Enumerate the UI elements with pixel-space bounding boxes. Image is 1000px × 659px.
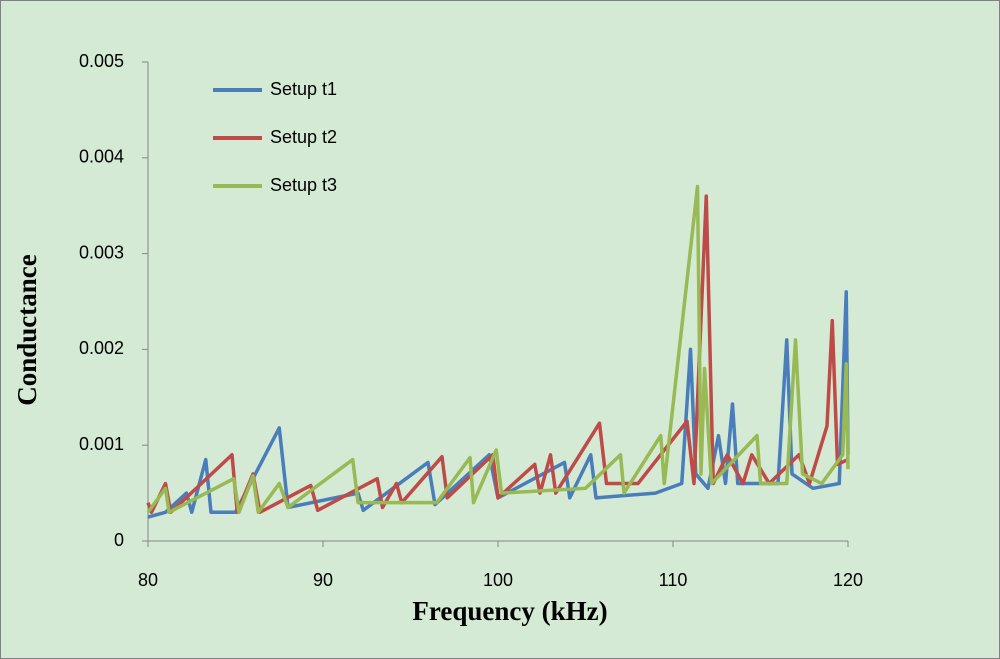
y-tick-label: 0.004 — [79, 147, 124, 167]
legend-label: Setup t1 — [270, 79, 337, 99]
x-tick-label: 100 — [483, 570, 513, 590]
y-tick-label: 0.005 — [79, 51, 124, 71]
y-tick-label: 0.002 — [79, 338, 124, 358]
y-tick-label: 0.003 — [79, 242, 124, 262]
x-tick-label: 90 — [313, 570, 333, 590]
legend-label: Setup t3 — [270, 175, 337, 195]
legend-label: Setup t2 — [270, 127, 337, 147]
y-tick-label: 0 — [114, 530, 124, 550]
series-line — [146, 184, 850, 515]
series-line — [147, 290, 850, 519]
x-tick-label: 80 — [138, 570, 158, 590]
x-tick-label: 120 — [833, 570, 863, 590]
y-tick-label: 0.001 — [79, 434, 124, 454]
x-tick-label: 110 — [659, 570, 688, 590]
y-axis-title: Conductance — [12, 254, 42, 406]
x-axis-title: Frequency (kHz) — [412, 596, 607, 626]
